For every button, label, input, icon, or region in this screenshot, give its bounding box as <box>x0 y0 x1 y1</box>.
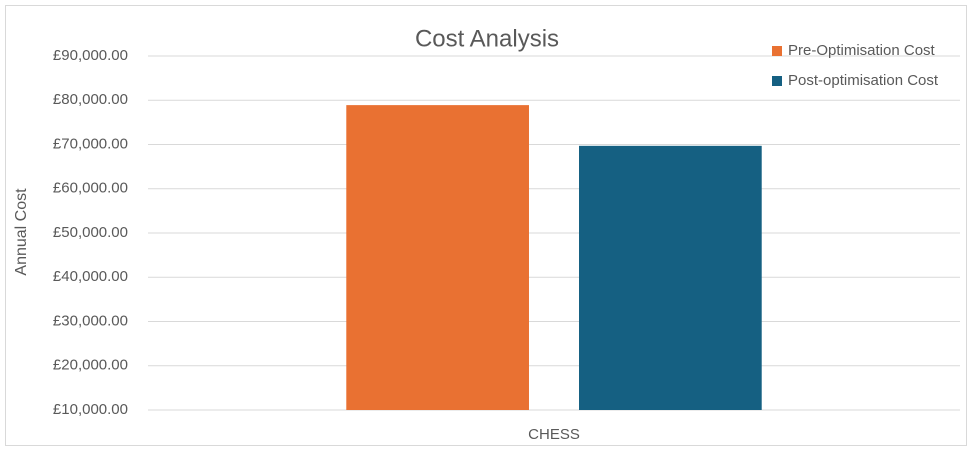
y-tick-label: £30,000.00 <box>53 312 128 329</box>
y-tick-label: £50,000.00 <box>53 224 128 241</box>
legend-item: Post-optimisation Cost <box>772 70 948 92</box>
legend-swatch <box>772 46 782 56</box>
y-tick-label: £80,000.00 <box>53 91 128 108</box>
chart-title: Cost Analysis <box>415 25 559 52</box>
x-tick-label: CHESS <box>528 426 580 443</box>
bar <box>346 105 529 411</box>
y-axis-label: Annual Cost <box>13 188 30 276</box>
y-tick-label: £10,000.00 <box>53 401 128 418</box>
bar <box>579 145 762 410</box>
y-tick-label: £70,000.00 <box>53 135 128 152</box>
y-tick-label: £40,000.00 <box>53 268 128 285</box>
legend-item: Pre-Optimisation Cost <box>772 40 948 62</box>
y-tick-label: £60,000.00 <box>53 180 128 197</box>
legend-swatch <box>772 76 782 86</box>
legend-label: Post-optimisation Cost <box>788 72 939 89</box>
y-tick-label: £20,000.00 <box>53 357 128 374</box>
y-tick-label: £90,000.00 <box>53 47 128 64</box>
legend-label: Pre-Optimisation Cost <box>788 42 935 59</box>
legend: Pre-Optimisation Cost Post-optimisation C… <box>772 40 952 100</box>
